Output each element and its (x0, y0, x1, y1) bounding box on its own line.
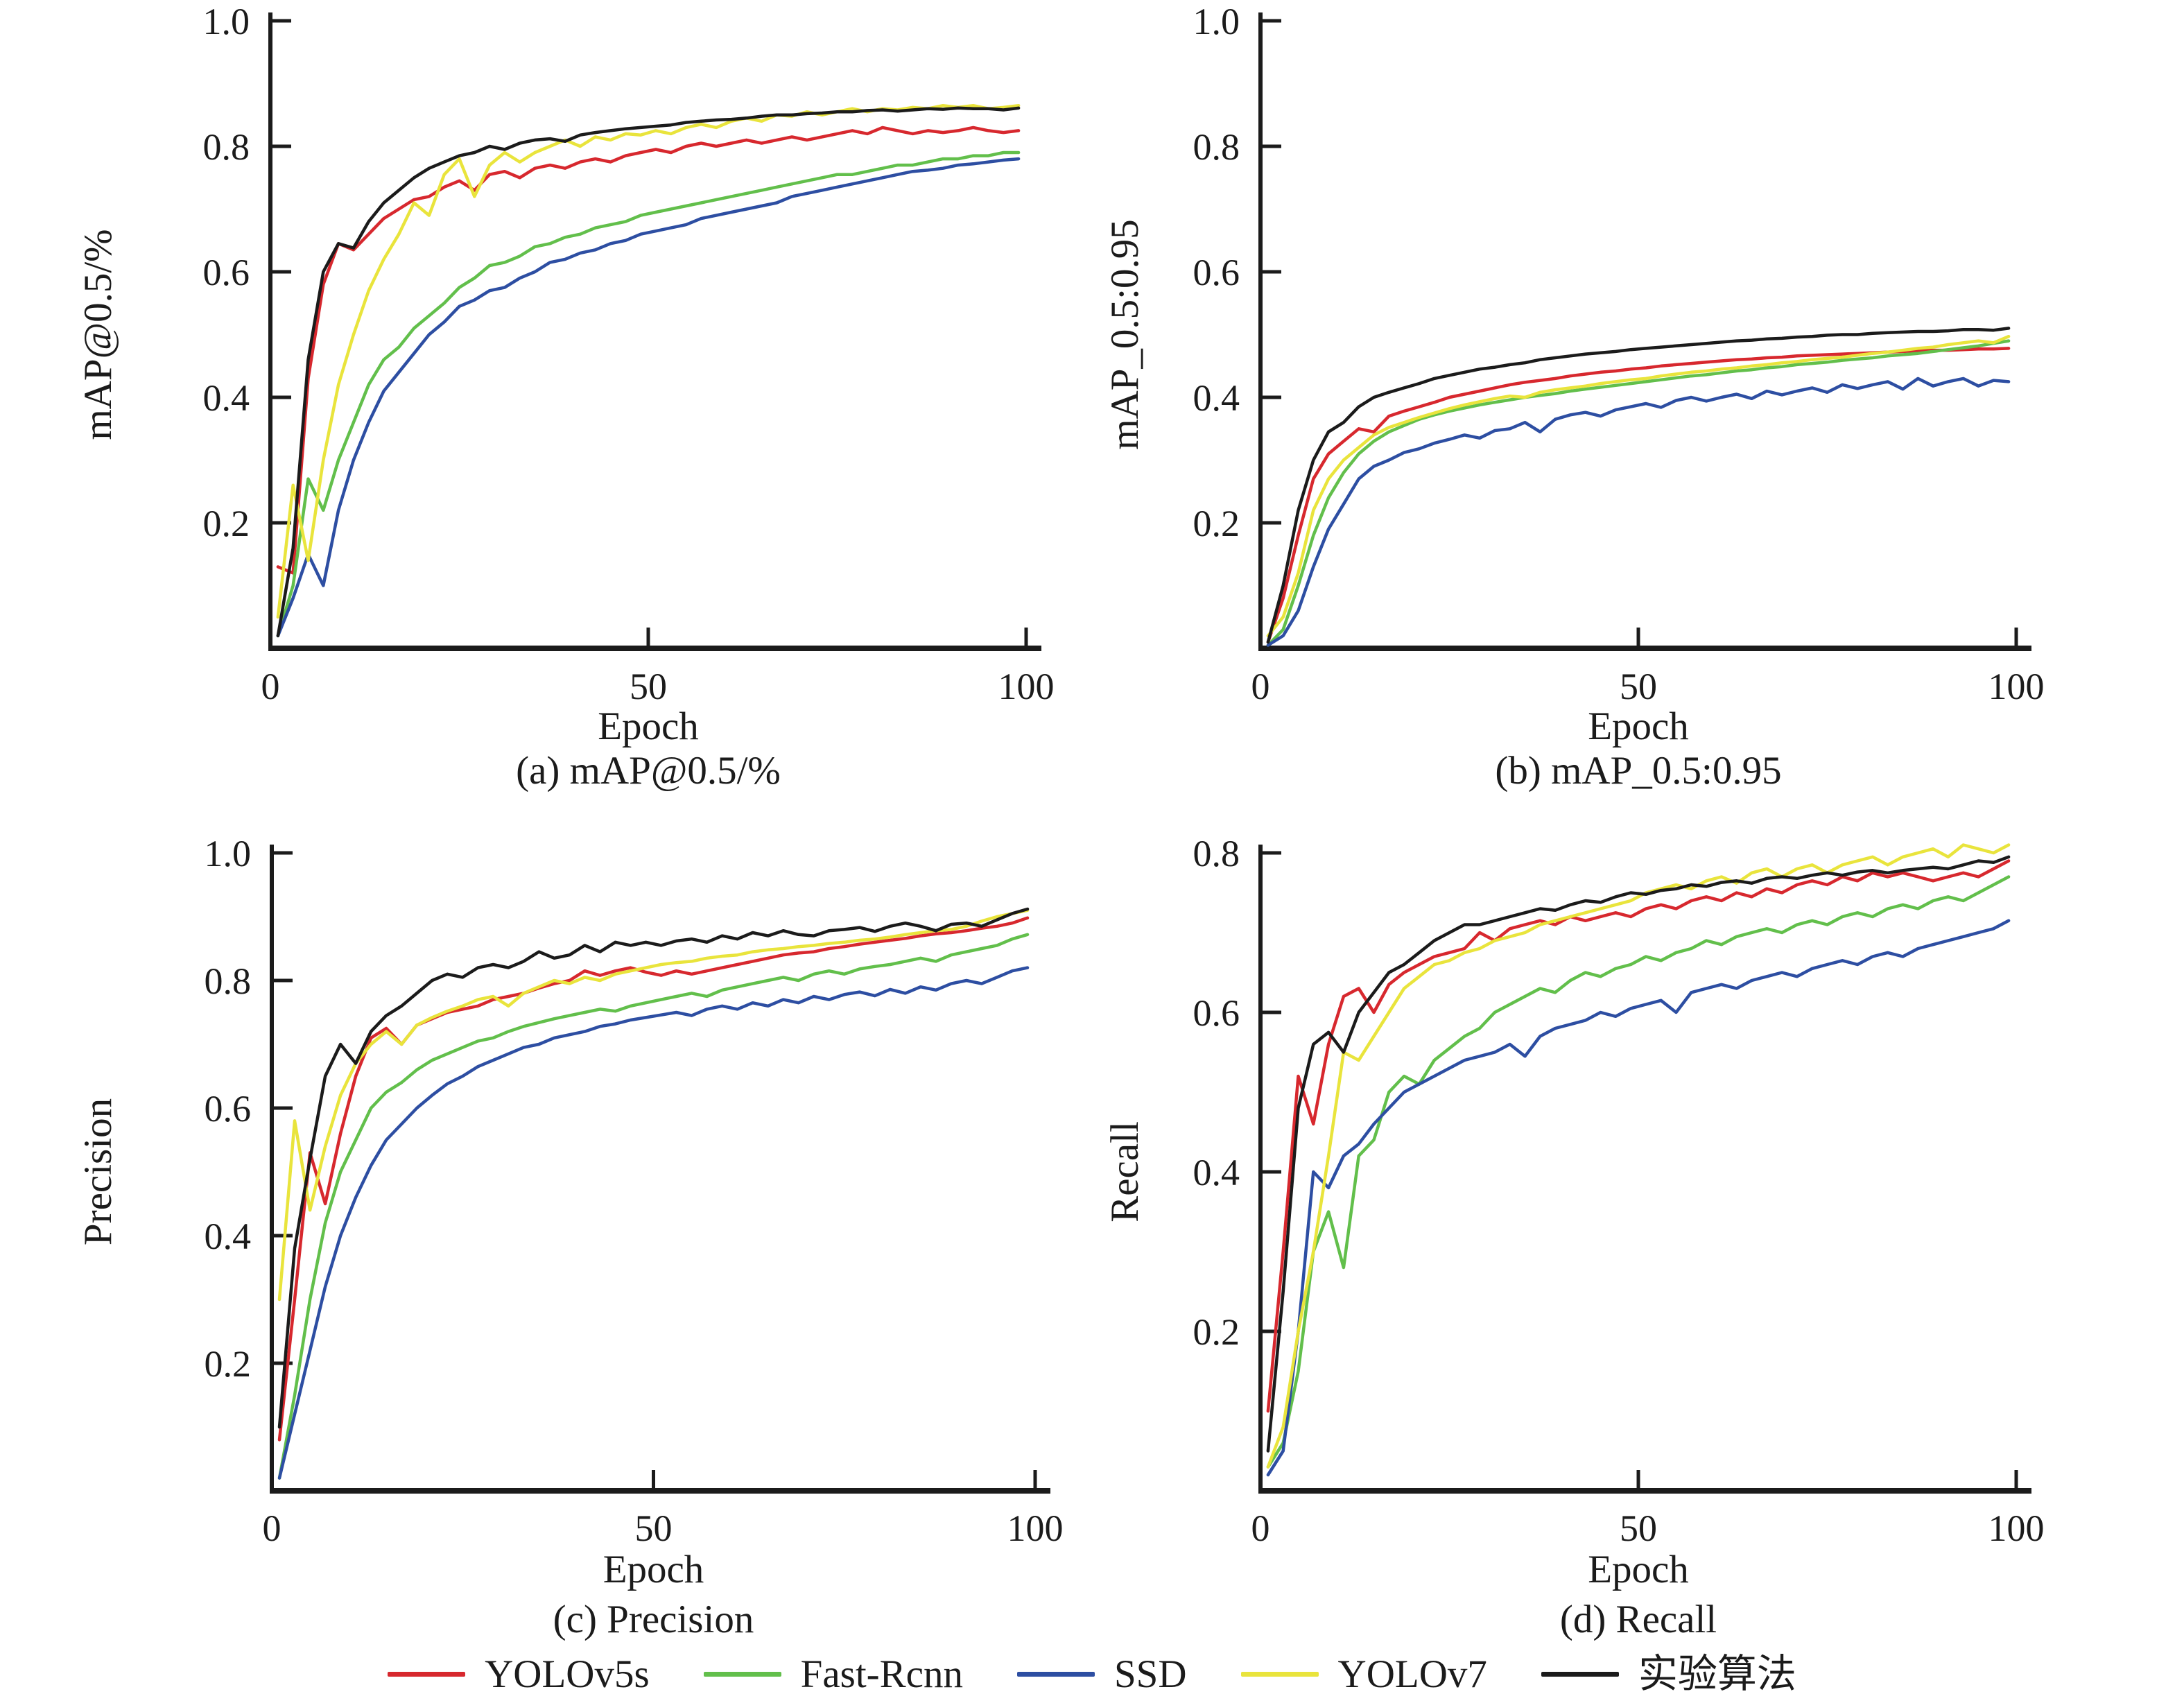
y-tick-label: 0.2 (205, 1343, 252, 1385)
y-tick-label: 0.2 (203, 503, 250, 544)
series-line-实验算法 (1266, 327, 2011, 644)
x-axis-title: Epoch (598, 705, 699, 748)
y-tick-label: 0.8 (1193, 833, 1240, 874)
chart-caption: (a) mAP@0.5/% (516, 749, 781, 793)
chart-map05: 0.2 0.4 0.6 0.8 1.0 0 50 100 mAP@0.5/% Epoch(a) m… (76, 1, 1055, 793)
x-axis-title: Epoch (1588, 705, 1689, 748)
y-tick-label: 1.0 (203, 1, 250, 42)
y-tick-label: 0.6 (1193, 992, 1240, 1034)
y-axis-title: Recall (1103, 1121, 1147, 1222)
series-line-YOLOv5s (1266, 859, 2011, 1413)
y-tick-label: 0.6 (203, 252, 250, 293)
y-tick-label: 0.6 (1193, 252, 1240, 293)
x-tick-label: 100 (998, 666, 1055, 707)
y-tick-label: 0.4 (1193, 1152, 1240, 1193)
x-tick-label: 0 (263, 1507, 281, 1549)
series-line-Fast-Rcnn (1266, 875, 2011, 1469)
series-line-YOLOv7 (1266, 334, 2011, 638)
chart-caption: (c) Precision (553, 1598, 754, 1641)
series-line-实验算法 (276, 106, 1021, 638)
x-tick-label: 100 (1988, 666, 2045, 707)
legend-item-yolov7: YOLOv7 (1240, 1652, 1487, 1694)
series-line-实验算法 (1266, 855, 2011, 1453)
legend-label-yolov5s: YOLOv5s (485, 1652, 650, 1694)
legend-item-ssd: SSD (1016, 1652, 1187, 1694)
chart-caption: (b) mAP_0.5:0.95 (1495, 749, 1781, 793)
series-line-SSD (277, 966, 1030, 1480)
x-tick-label: 50 (1620, 666, 1657, 707)
x-axis-title: Epoch (603, 1548, 704, 1591)
chart-map05-095: 0.2 0.4 0.6 0.8 1.0 0 50 100 mAP_0.5:0.95 Epoch(b… (1103, 1, 2045, 793)
y-axis-title: Precision (76, 1098, 120, 1245)
legend-line-ssd-icon (1016, 1671, 1095, 1677)
legend-line-fast-rcnn-icon (703, 1671, 781, 1677)
x-tick-label: 50 (635, 1507, 673, 1549)
y-tick-label: 0.4 (205, 1216, 252, 1257)
y-tick-label: 1.0 (1193, 1, 1240, 42)
series-line-YOLOv5s (277, 916, 1030, 1442)
y-tick-label: 0.4 (1193, 377, 1240, 419)
x-axis-title: Epoch (1588, 1548, 1689, 1591)
x-tick-label: 100 (1007, 1507, 1064, 1549)
series-line-Fast-Rcnn (276, 150, 1021, 638)
series-line-SSD (276, 157, 1021, 638)
series-line-YOLOv5s (1266, 347, 2011, 644)
y-tick-label: 0.6 (205, 1088, 252, 1130)
legend-item-fast-rcnn: Fast-Rcnn (703, 1652, 963, 1694)
legend-label-experimental: 实验算法 (1638, 1652, 1796, 1694)
chart-precision: 0.2 0.4 0.6 0.8 1.0 0 50 100 Precision Epoch (c) P… (76, 833, 1064, 1641)
x-tick-label: 50 (1620, 1507, 1657, 1549)
legend: YOLOv5s Fast-Rcnn SSD YOLOv7 实验算法 (0, 1654, 2184, 1694)
legend-line-experimental-icon (1541, 1671, 1619, 1677)
y-tick-label: 0.8 (205, 960, 252, 1002)
legend-label-ssd: SSD (1113, 1652, 1187, 1694)
series-line-YOLOv5s (276, 126, 1021, 575)
legend-line-yolov7-icon (1240, 1671, 1319, 1677)
x-tick-label: 0 (1251, 1507, 1270, 1549)
y-tick-label: 0.4 (203, 377, 250, 419)
chart-recall: 0.2 0.4 0.6 0.8 0 50 100 Recall Epoch (d) Recall (1103, 833, 2045, 1641)
y-tick-label: 0.8 (1193, 126, 1240, 168)
legend-item-experimental: 实验算法 (1541, 1654, 1796, 1694)
y-tick-label: 0.8 (203, 126, 250, 168)
series-line-Fast-Rcnn (277, 933, 1030, 1480)
y-tick-label: 0.2 (1193, 1311, 1240, 1353)
y-axis-title: mAP_0.5:0.95 (1103, 219, 1147, 450)
series-line-Fast-Rcnn (1266, 339, 2011, 647)
y-axis-title: mAP@0.5/% (76, 229, 120, 440)
series-line-YOLOv7 (1266, 843, 2011, 1469)
series-line-YOLOv7 (277, 908, 1030, 1302)
y-tick-label: 0.2 (1193, 503, 1240, 544)
legend-label-yolov7: YOLOv7 (1337, 1652, 1487, 1694)
series-line-YOLOv7 (276, 103, 1021, 619)
x-tick-label: 100 (1988, 1507, 2045, 1549)
x-tick-label: 50 (630, 666, 667, 707)
series-line-实验算法 (277, 907, 1030, 1429)
series-line-SSD (1266, 919, 2011, 1477)
legend-label-fast-rcnn: Fast-Rcnn (800, 1652, 963, 1694)
legend-item-yolov5s: YOLOv5s (388, 1654, 650, 1694)
x-tick-label: 0 (261, 666, 280, 707)
y-tick-label: 1.0 (205, 833, 252, 874)
chart-caption: (d) Recall (1560, 1598, 1717, 1641)
series-line-SSD (1266, 377, 2011, 647)
legend-line-yolov5s-icon (388, 1671, 466, 1677)
x-tick-label: 0 (1251, 666, 1270, 707)
